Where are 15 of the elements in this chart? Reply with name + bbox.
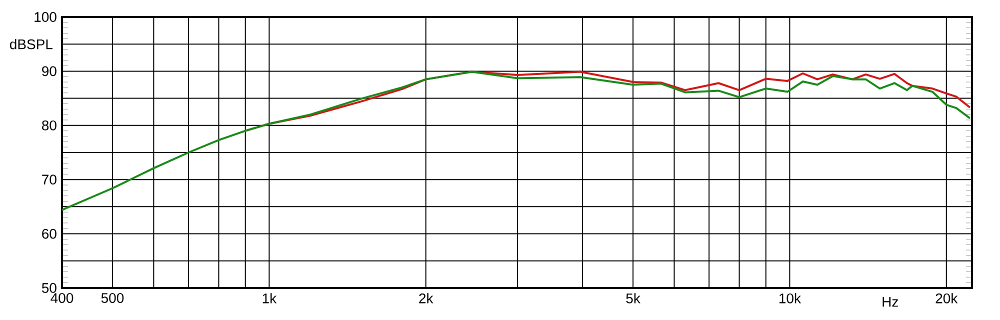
y-tick-label: 60 xyxy=(42,228,56,239)
y-tick-label: 50 xyxy=(42,283,56,293)
x-tick-label: 10k xyxy=(779,293,802,304)
y-tick-label: 90 xyxy=(42,66,56,76)
x-tick-label: 20k xyxy=(936,293,958,304)
x-tick-label: 400 xyxy=(50,293,74,303)
x-tick-label: 2k xyxy=(419,293,434,304)
y-tick-label: 70 xyxy=(42,174,56,185)
y-axis-title: dBSPL xyxy=(10,38,52,50)
x-tick-label: 1k xyxy=(262,293,277,304)
x-axis-title: Hz xyxy=(882,297,898,307)
y-tick-label: 100 xyxy=(34,12,56,22)
x-tick-label: 500 xyxy=(101,293,124,303)
y-tick-label: 80 xyxy=(42,120,56,130)
x-tick-label: 5k xyxy=(626,293,640,304)
